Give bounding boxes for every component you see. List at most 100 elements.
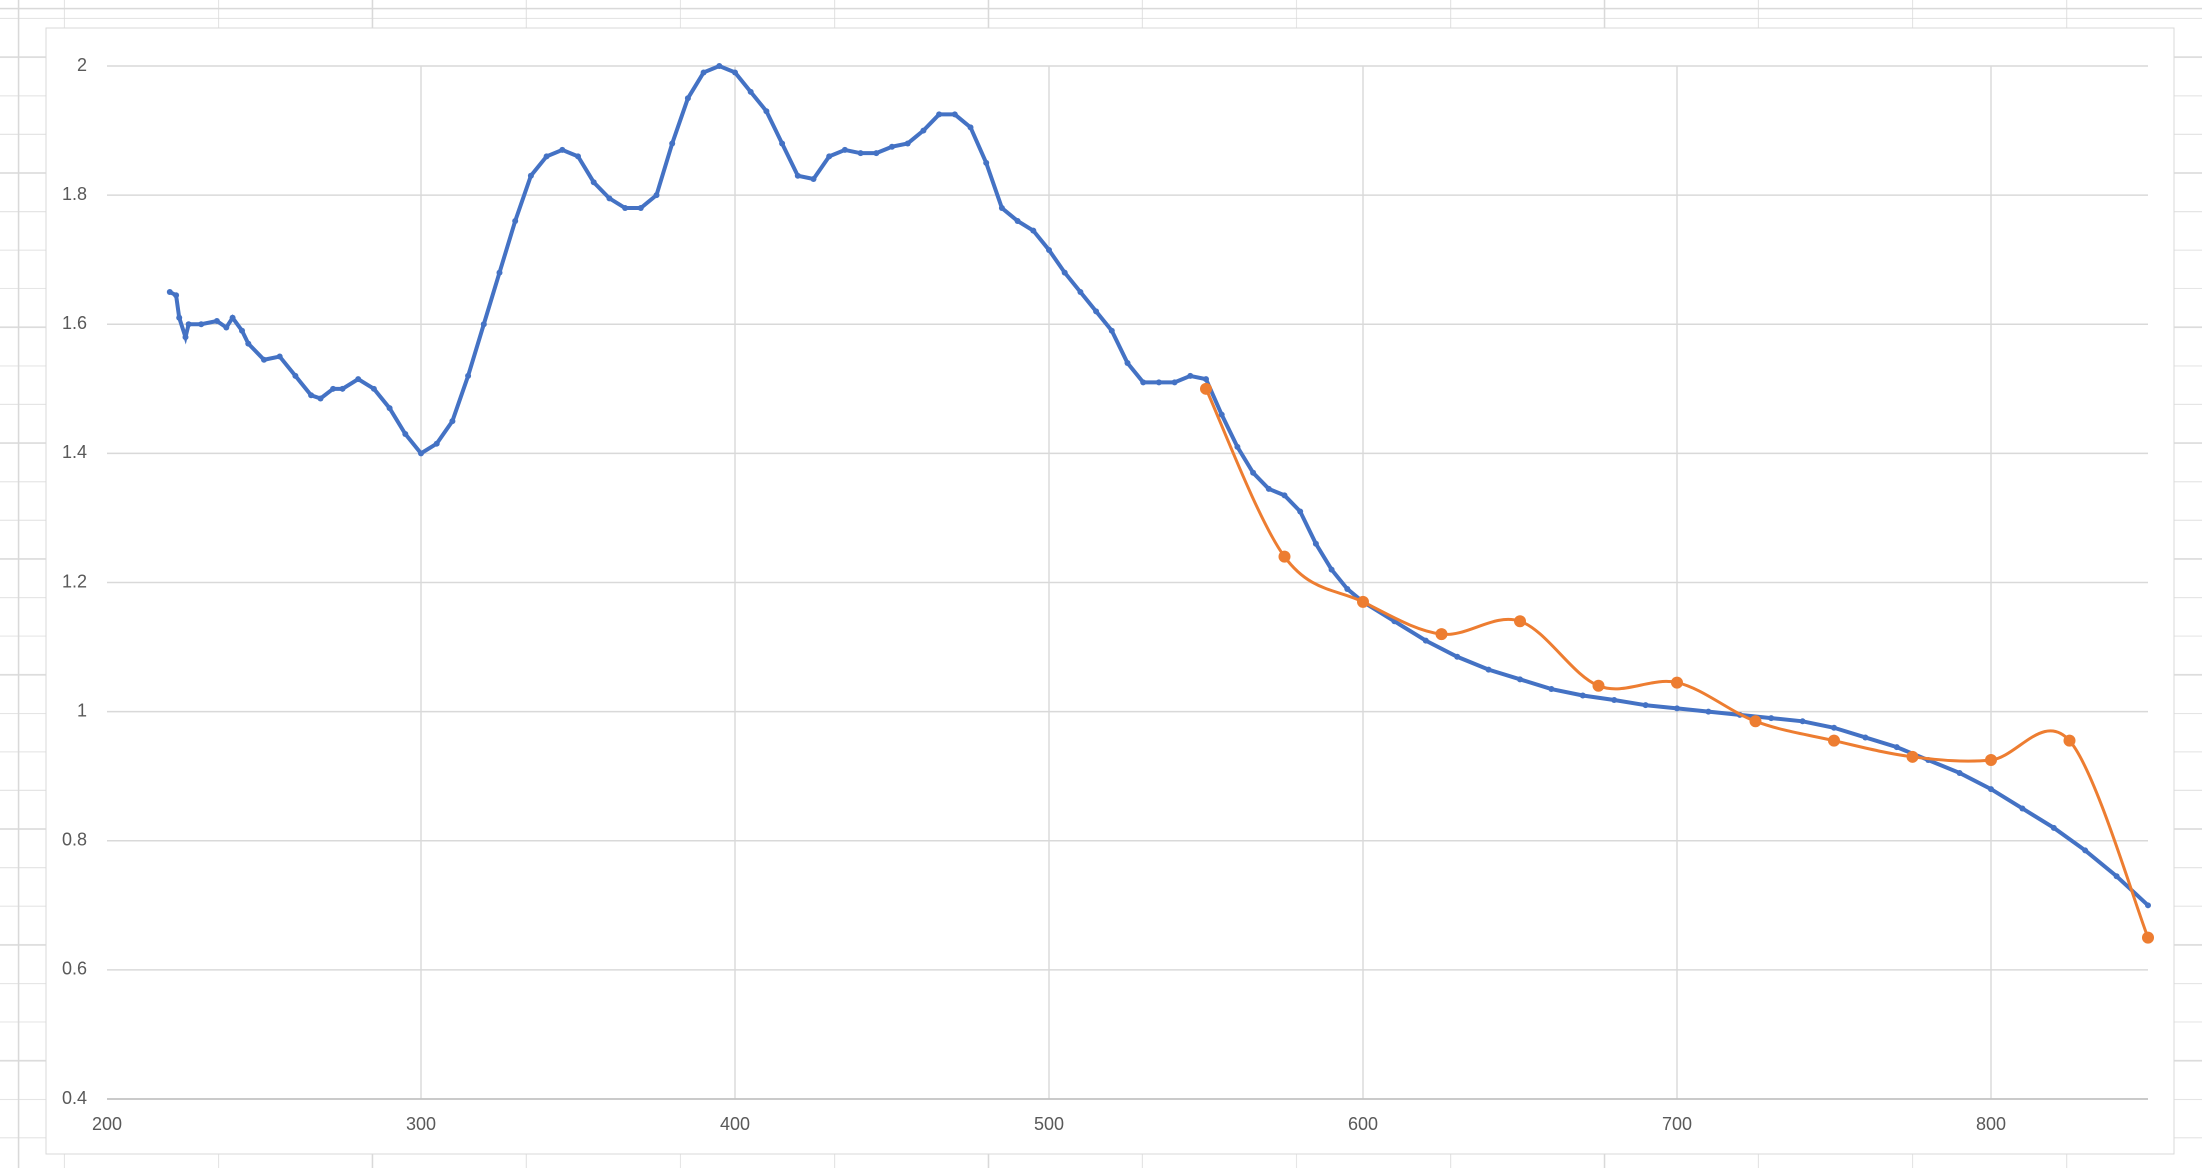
- data-point: [402, 431, 409, 438]
- data-point: [2113, 873, 2120, 880]
- data-point: [1831, 724, 1837, 731]
- data-point: [1435, 628, 1448, 641]
- x-tick-label: 500: [1034, 1114, 1064, 1134]
- data-point: [1592, 679, 1605, 692]
- data-point: [763, 108, 770, 115]
- data-point: [185, 321, 192, 328]
- data-point: [1200, 382, 1212, 395]
- data-point: [292, 372, 299, 379]
- data-point: [317, 395, 324, 402]
- data-point: [1344, 585, 1351, 592]
- data-point: [998, 205, 1005, 212]
- data-point: [370, 385, 377, 392]
- data-point: [1108, 327, 1115, 334]
- data-point: [622, 205, 629, 212]
- data-point: [1312, 540, 1319, 547]
- data-point: [433, 440, 440, 447]
- data-point: [684, 95, 691, 102]
- data-point: [1768, 715, 1775, 722]
- data-point: [239, 327, 246, 334]
- data-point: [176, 314, 183, 321]
- y-tick-label: 2: [77, 55, 87, 75]
- data-point: [1030, 227, 1037, 234]
- data-point: [512, 217, 519, 224]
- data-point: [1014, 217, 1021, 224]
- data-point: [826, 153, 833, 160]
- x-tick-label: 300: [406, 1114, 436, 1134]
- data-point: [2019, 805, 2026, 812]
- data-point: [606, 195, 613, 202]
- data-point: [716, 63, 723, 69]
- data-point: [747, 88, 754, 95]
- data-point: [465, 372, 472, 379]
- data-point: [1250, 469, 1257, 476]
- data-point: [418, 450, 424, 457]
- data-point: [1862, 734, 1869, 741]
- data-point: [527, 172, 534, 179]
- data-point: [1579, 692, 1586, 699]
- data-point: [904, 140, 911, 147]
- data-point: [1265, 485, 1272, 492]
- data-point: [1140, 379, 1147, 386]
- data-point: [543, 153, 550, 160]
- data-point: [276, 353, 283, 360]
- data-point: [920, 127, 927, 134]
- data-point: [198, 321, 205, 328]
- data-point: [951, 111, 958, 118]
- data-point: [1422, 637, 1429, 644]
- data-point: [779, 140, 786, 147]
- data-point: [1611, 697, 1618, 704]
- data-point: [173, 292, 180, 299]
- data-point: [700, 69, 707, 76]
- data-point: [1705, 708, 1712, 715]
- data-point: [1674, 705, 1680, 712]
- x-tick-label: 400: [720, 1114, 750, 1134]
- data-point: [967, 124, 974, 131]
- data-point: [1203, 376, 1209, 383]
- data-point: [1988, 786, 1994, 793]
- data-point: [983, 159, 990, 166]
- data-point: [166, 288, 173, 295]
- data-point: [1906, 750, 1919, 763]
- data-point: [873, 150, 880, 157]
- data-point: [1548, 686, 1555, 693]
- data-point: [1642, 702, 1649, 709]
- data-point: [1297, 508, 1304, 515]
- data-point: [1155, 379, 1162, 386]
- data-point: [559, 146, 566, 153]
- data-point: [1454, 653, 1461, 660]
- data-point: [213, 318, 220, 325]
- y-tick-label: 1.4: [62, 442, 87, 462]
- data-point: [889, 143, 895, 150]
- x-tick-label: 200: [92, 1114, 122, 1134]
- data-point: [2063, 734, 2076, 747]
- data-point: [637, 205, 644, 212]
- chart-area: [45, 27, 2175, 1155]
- data-point: [1046, 247, 1052, 254]
- data-point: [1749, 715, 1762, 728]
- data-point: [794, 172, 801, 179]
- data-point: [229, 314, 236, 321]
- x-tick-label: 700: [1662, 1114, 1692, 1134]
- y-tick-label: 0.8: [62, 830, 87, 850]
- data-point: [1187, 372, 1194, 379]
- data-point: [1218, 411, 1225, 418]
- y-tick-label: 0.4: [62, 1088, 87, 1108]
- data-point: [223, 324, 230, 331]
- y-tick-label: 1.6: [62, 313, 87, 333]
- data-point: [2145, 902, 2151, 909]
- data-point: [1077, 288, 1084, 295]
- data-point: [2050, 824, 2057, 831]
- data-point: [936, 111, 943, 118]
- data-point: [810, 175, 817, 182]
- data-point: [1328, 566, 1335, 573]
- data-point: [339, 385, 346, 392]
- data-point: [1893, 744, 1900, 751]
- data-point: [2082, 847, 2089, 854]
- data-point: [575, 153, 581, 160]
- data-point: [496, 269, 503, 276]
- data-point: [590, 179, 597, 186]
- data-point: [1671, 676, 1683, 689]
- data-point: [1171, 379, 1178, 386]
